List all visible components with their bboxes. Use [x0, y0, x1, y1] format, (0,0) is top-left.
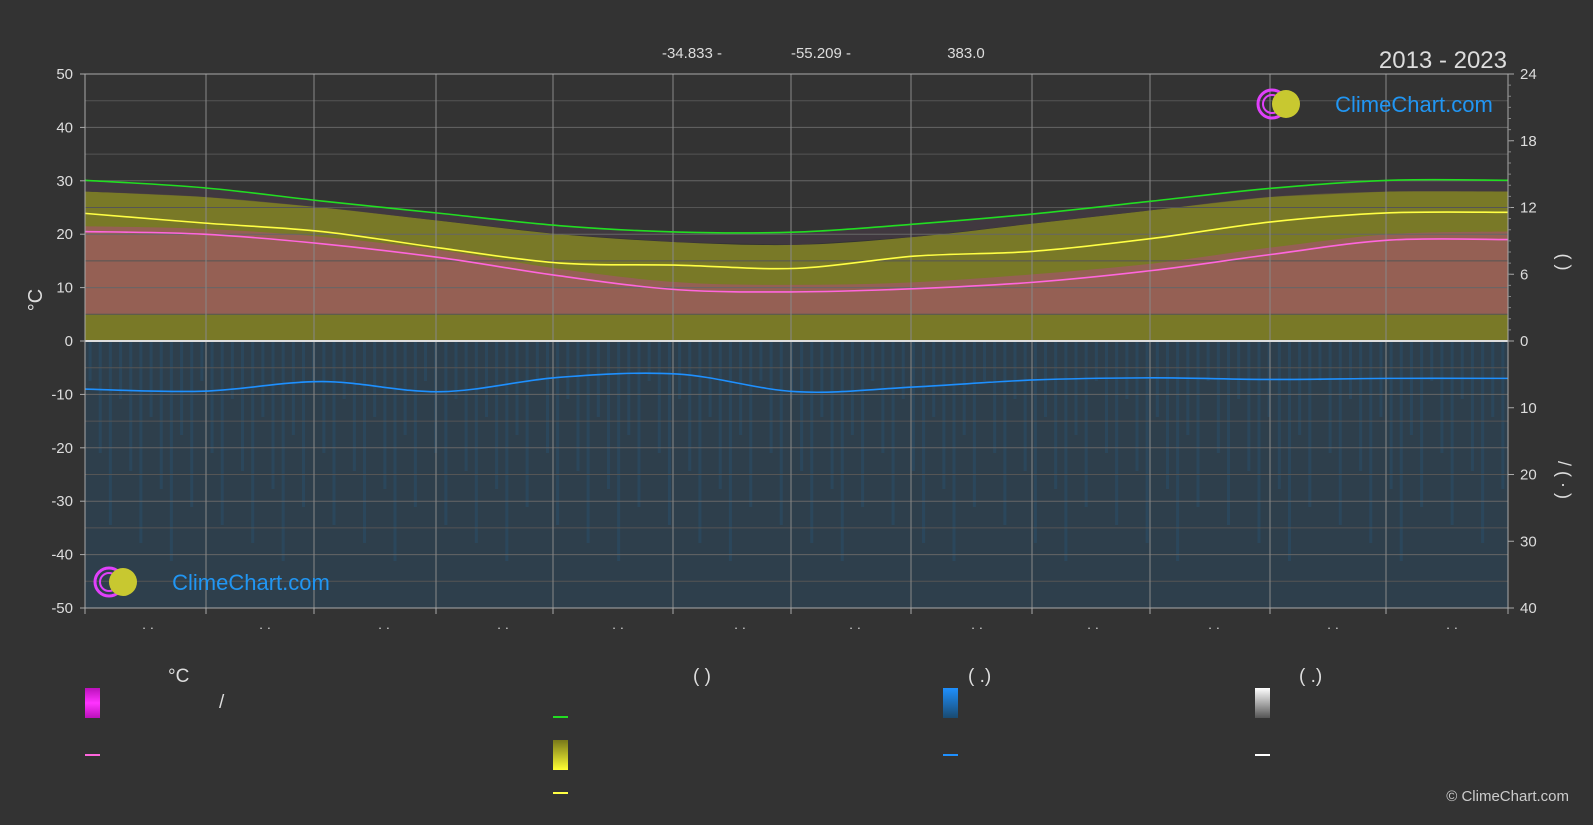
- x-tick-label: · ·: [971, 620, 983, 635]
- legend-precip-swatch: [943, 688, 958, 718]
- legend-snow-swatch: [1255, 688, 1270, 718]
- series-line-temp_mean: [84, 230, 1509, 293]
- legend-temp-mean-line: [85, 754, 100, 756]
- legend: °C ( ) ( .) ( .) / © ClimeChart.com: [0, 640, 1593, 825]
- y-left-tick-label: -20: [51, 440, 73, 457]
- x-tick-label: · ·: [497, 620, 509, 635]
- x-tick-label: · ·: [849, 620, 861, 635]
- x-tick-label: · ·: [1087, 620, 1099, 635]
- y-left-tick-label: -50: [51, 600, 73, 617]
- logo-top: ClimeChart.com: [1256, 88, 1493, 120]
- legend-precipitation-heading: ( .): [968, 666, 992, 687]
- y-left-tick-label: -40: [51, 547, 73, 564]
- x-tick-label: · ·: [734, 620, 746, 635]
- daylight-band: [85, 179, 1508, 245]
- logo-bottom-text: ClimeChart.com: [172, 570, 330, 595]
- series-line-precip: [84, 372, 1509, 394]
- copyright: © ClimeChart.com: [1446, 788, 1569, 805]
- y-right-top-tick-label: 18: [1520, 133, 1537, 150]
- y-right-top-tick-label: 6: [1520, 266, 1528, 283]
- temperature-band: [85, 226, 1508, 315]
- x-tick-label: · ·: [612, 620, 624, 635]
- y-right-top-tick-label: 0: [1520, 333, 1528, 350]
- legend-sunshine-swatch: [553, 740, 568, 770]
- legend-temp-slash: /: [219, 692, 225, 713]
- sunshine-band: [85, 191, 1508, 341]
- y-left-tick-label: 30: [56, 173, 73, 190]
- x-tick-label: · ·: [1208, 620, 1220, 635]
- series-line-sunshine: [84, 211, 1509, 270]
- legend-daylight-line: [553, 716, 568, 718]
- legend-sunshine-line: [553, 792, 568, 794]
- y-left-tick-label: 20: [56, 226, 73, 243]
- y-left-tick-label: 40: [56, 119, 73, 136]
- logo-bottom: ClimeChart.com: [93, 566, 330, 598]
- y-left-tick-label: 0: [65, 333, 73, 350]
- legend-temperature-heading: °C: [168, 666, 190, 687]
- legend-snow-line: [1255, 754, 1270, 756]
- y-left-tick-label: -30: [51, 493, 73, 510]
- plot-area: 50 40 30 20 10 0 -10 -20 -30 -40 -50 24 18 12 6 0 10 20 30…: [51, 66, 1536, 635]
- legend-snow-heading: ( .): [1299, 666, 1323, 687]
- legend-temp-range-swatch: [85, 688, 100, 718]
- y-right-top-tick-label: 12: [1520, 200, 1537, 217]
- y-axis-left-label: °C: [25, 289, 47, 311]
- header-lon: -55.209 -: [791, 45, 851, 62]
- header-elevation: 383.0: [947, 45, 985, 62]
- y-axis-right-top-label: ( ): [1554, 254, 1574, 271]
- y-right-top-tick-label: 24: [1520, 66, 1537, 83]
- x-tick-label: · ·: [378, 620, 390, 635]
- x-tick-label: · ·: [1327, 620, 1339, 635]
- header-lat: -34.833 -: [662, 45, 722, 62]
- x-tick-label: · ·: [259, 620, 271, 635]
- legend-precip-line: [943, 754, 958, 756]
- y-left-tick-label: 10: [56, 280, 73, 297]
- y-left-tick-label: -10: [51, 386, 73, 403]
- logo-top-text: ClimeChart.com: [1335, 92, 1493, 117]
- legend-sunshine-heading: ( ): [693, 666, 711, 687]
- period-label: 2013 - 2023: [1379, 47, 1507, 74]
- x-tick-label: · ·: [142, 620, 154, 635]
- y-axis-right-bottom-label: / ( · ): [1554, 461, 1574, 499]
- y-right-bottom-tick-label: 30: [1520, 533, 1537, 550]
- climate-chart: -34.833 - -55.209 - 383.0 2013 - 2023 50…: [25, 45, 1574, 635]
- series-line-daylight: [84, 178, 1509, 234]
- y-right-bottom-tick-label: 20: [1520, 467, 1537, 484]
- y-right-bottom-tick-label: 10: [1520, 400, 1537, 417]
- x-tick-label: · ·: [1446, 620, 1458, 635]
- y-right-bottom-tick-label: 40: [1520, 600, 1537, 617]
- y-left-tick-label: 50: [56, 66, 73, 83]
